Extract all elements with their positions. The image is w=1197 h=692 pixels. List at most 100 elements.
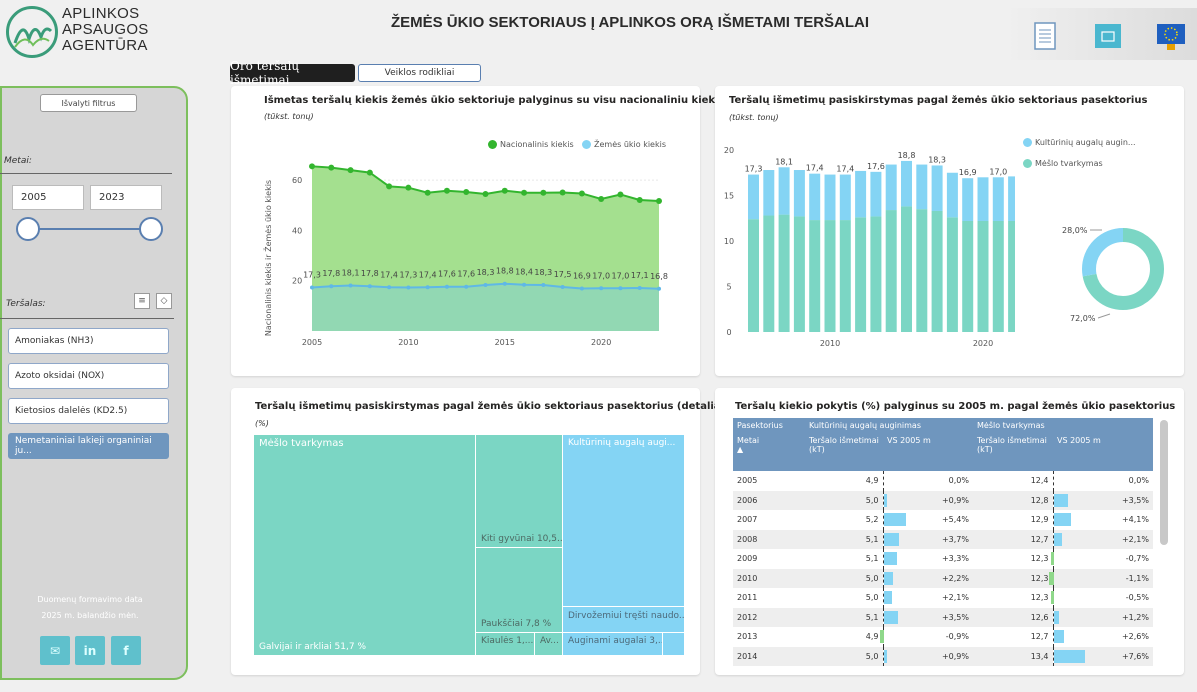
treemap-label-other-animals: Kiti gyvūnai 10,5...	[481, 534, 563, 544]
table-cell-manure-vs: 0,0%	[1052, 471, 1153, 491]
tab-air-emissions[interactable]: Oro teršalų išmetimai	[230, 59, 355, 87]
chart1-national-point	[559, 189, 566, 196]
chart1-national-point	[424, 189, 431, 196]
chart2-bar-manure	[839, 220, 851, 332]
pollutant-option-nmvoc[interactable]: Nemetaniniai lakieji organiniai ju...	[8, 433, 169, 459]
treemap-cell-cattle[interactable]: Galvijai ir arkliai 51,7 %	[254, 639, 476, 656]
chart2-y-tick: 10	[724, 237, 734, 246]
pollutant-option-nh3[interactable]: Amoniakas (NH3)	[8, 328, 169, 354]
year-from-input[interactable]: 2005	[12, 185, 84, 210]
table-cell-year: 2010	[733, 568, 805, 588]
chart1-agriculture-data-label: 17,4	[380, 270, 398, 279]
document-icon[interactable]	[1033, 22, 1057, 50]
chart1-agriculture-data-label: 16,8	[650, 272, 668, 281]
treemap-cell-cultivated-crops[interactable]: Auginami augalai 3,...	[563, 633, 663, 656]
table-cell-crops-vs: +0,9%	[882, 490, 973, 510]
table-row[interactable]: 2006 5,0 +0,9% 12,8 +3,5%	[733, 490, 1153, 510]
chart2-bar-manure	[885, 210, 897, 332]
chart1-national-point	[405, 184, 412, 191]
table-row[interactable]: 2005 4,9 0,0% 12,4 0,0%	[733, 471, 1153, 491]
filter-icon[interactable]: ≡	[134, 293, 150, 309]
change-value: -0,9%	[945, 632, 969, 642]
table-scrollbar[interactable]	[1160, 420, 1168, 545]
clear-filters-button[interactable]: Išvalyti filtrus	[40, 94, 137, 112]
table-row[interactable]: 2008 5,1 +3,7% 12,7 +2,1%	[733, 529, 1153, 549]
chart2-bar-crops	[977, 177, 989, 221]
chart1-agriculture-data-label: 18,1	[342, 268, 360, 277]
treemap-cell-poultry[interactable]: Paukščiai 7,8 %	[476, 548, 563, 633]
change-bar	[1053, 493, 1069, 507]
pollutant-option-pm25[interactable]: Kietosios dalelės (KD2.5)	[8, 398, 169, 424]
chart2-bar-manure	[763, 215, 775, 332]
chart2-bar-total-label: 17,4	[806, 164, 824, 173]
table-row[interactable]: 2010 5,0 +2,2% 12,3 -1,1%	[733, 568, 1153, 588]
chart1-agriculture-data-label: 17,3	[303, 271, 321, 280]
table-cell-crops-vs: +3,5%	[882, 607, 973, 627]
table-row[interactable]: 2007 5,2 +5,4% 12,9 +4,1%	[733, 510, 1153, 530]
eu-flag-icon[interactable]	[1157, 22, 1185, 50]
chart1-national-point	[578, 190, 585, 197]
table-cell-year: 2014	[733, 646, 805, 666]
chart1-agriculture-point	[329, 284, 334, 289]
year-slider-start-handle[interactable]	[16, 217, 40, 241]
table-row[interactable]: 2009 5,1 +3,3% 12,3 -0,7%	[733, 549, 1153, 569]
chart2-bar-crops	[931, 165, 943, 211]
treemap-cell-other-animals[interactable]: Kiti gyvūnai 10,5...	[476, 435, 563, 548]
treemap-cell-other-crops[interactable]	[663, 633, 685, 656]
chart2-bar-total-label: 18,8	[898, 151, 916, 160]
change-value: -1,1%	[1125, 573, 1149, 583]
table-cell-manure-vs: +4,1%	[1052, 510, 1153, 530]
chart1-x-tick: 2005	[302, 338, 322, 347]
table-cell-crops-vs: 0,0%	[882, 471, 973, 491]
table-header-year[interactable]: Metai ▲	[733, 433, 805, 471]
chart2-bar-crops	[824, 174, 836, 221]
chart1-national-point	[521, 189, 528, 196]
treemap-cell-pigs[interactable]: Kiaulės 1,...	[476, 633, 535, 656]
email-icon[interactable]: ✉	[40, 636, 70, 665]
chart1-agriculture-point	[367, 284, 372, 289]
chart1-agriculture-data-label: 17,0	[592, 271, 610, 280]
table-cell-year: 2007	[733, 510, 805, 530]
change-bar	[883, 591, 893, 604]
table-row[interactable]: 2011 5,0 +2,1% 12,3 -0,5%	[733, 588, 1153, 608]
change-bar	[883, 610, 899, 624]
chart1-title: Išmetas teršalų kiekis žemės ūkio sektor…	[264, 95, 726, 106]
chart1-agriculture-data-label: 17,4	[419, 270, 437, 279]
linkedin-icon[interactable]: in	[75, 636, 105, 665]
eraser-icon[interactable]: ◇	[156, 293, 172, 309]
legend-agriculture: Žemės ūkio kiekis	[582, 140, 666, 149]
agency-logo: APLINKOS APSAUGOS AGENTŪRA	[4, 4, 174, 60]
change-value: +4,1%	[1121, 515, 1149, 525]
chart1-national-point	[636, 197, 643, 204]
table-row[interactable]: 2014 5,0 +0,9% 13,4 +7,6%	[733, 646, 1153, 666]
table-cell-manure-kt: 12,3	[973, 568, 1053, 588]
change-bar	[883, 513, 907, 526]
year-slider-track[interactable]	[28, 228, 152, 230]
pollutant-option-nox[interactable]: Azoto oksidai (NOX)	[8, 363, 169, 389]
table-cell-manure-kt: 12,3	[973, 549, 1053, 569]
table-header-manure: Mėšlo tvarkymas	[973, 418, 1153, 433]
facebook-icon[interactable]: f	[111, 636, 141, 665]
legend-dot	[1023, 138, 1032, 147]
legend-national: Nacionalinis kiekis	[488, 140, 574, 149]
treemap-cell-manure[interactable]: Mėšlo tvarkymas	[254, 435, 476, 656]
treemap-cell-fertilisers[interactable]: Dirvožemiui tręšti naudo...	[563, 607, 685, 633]
year-slider-end-handle[interactable]	[139, 217, 163, 241]
table-row[interactable]: 2013 4,9 -0,9% 12,7 +2,6%	[733, 627, 1153, 647]
chart2-bar-crops	[962, 178, 974, 221]
table-row[interactable]: 2012 5,1 +3,5% 12,6 +1,2%	[733, 607, 1153, 627]
treemap-cell-sheep[interactable]: Av...	[535, 633, 563, 656]
years-label: Metai:	[4, 156, 32, 166]
chart1-national-point	[366, 169, 373, 176]
chart1-national-point	[501, 187, 508, 194]
chart1-agriculture-point	[387, 285, 392, 290]
tab-activity-indicators[interactable]: Veiklos rodikliai	[358, 64, 481, 82]
treemap-cell-crops[interactable]: Kultūrinių augalų augi...	[563, 435, 685, 607]
treemap-label-pigs: Kiaulės 1,...	[481, 636, 534, 646]
chart2-bar-total-label: 17,3	[745, 165, 763, 174]
folder-icon[interactable]	[1095, 22, 1121, 50]
change-bar	[883, 649, 888, 663]
chart2-bar-total-label: 18,3	[928, 155, 946, 164]
year-to-input[interactable]: 2023	[90, 185, 162, 210]
chart2-y-tick: 5	[726, 283, 731, 292]
